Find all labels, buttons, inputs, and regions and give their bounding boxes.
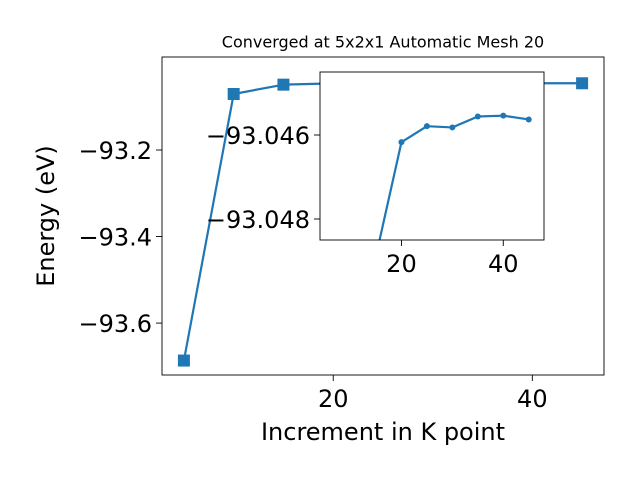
main-x-axis-ticks: 20 40 (318, 375, 548, 413)
main-y-tick-label: −93.4 (78, 224, 152, 252)
inset-x-axis-ticks: 20 40 (386, 240, 519, 278)
inset-data-point (398, 139, 405, 146)
main-y-tick-label: −93.6 (78, 310, 152, 338)
inset-data-point (500, 112, 507, 119)
inset-data-point (525, 116, 532, 123)
main-data-point (227, 87, 240, 100)
main-x-tick-label: 40 (517, 385, 548, 413)
main-plot-frame (161, 56, 605, 376)
inset-data-point (449, 124, 456, 131)
inset-plot-area (320, 72, 544, 240)
main-x-tick-label: 20 (318, 385, 349, 413)
main-y-tick-label: −93.2 (78, 137, 152, 165)
inset-x-tick-label: 20 (386, 250, 417, 278)
inset-y-tick-label: −93.048 (206, 206, 310, 234)
inset-y-tick-label: −93.046 (206, 122, 310, 150)
inset-series (378, 112, 532, 240)
main-data-point (576, 77, 589, 90)
inset-y-axis-ticks: −93.048 −93.046 (206, 122, 320, 234)
main-y-axis-label: Energy (eV) (32, 145, 60, 287)
main-chart-title: Converged at 5x2x1 Automatic Mesh 20 (222, 33, 544, 52)
inset-data-point (423, 123, 430, 130)
inset-plot-frame (319, 71, 545, 241)
inset-chart: 20 40 −93.048−93.046 (206, 71, 545, 278)
main-y-axis-ticks: −93.2 −93.4 −93.6 (78, 137, 162, 338)
main-data-point (177, 354, 190, 367)
inset-series-clip-group (378, 112, 532, 240)
inset-x-tick-label: 40 (488, 250, 519, 278)
inset-data-point (474, 113, 481, 120)
main-x-axis-label: Increment in K point (261, 418, 505, 446)
main-data-point (277, 78, 290, 91)
